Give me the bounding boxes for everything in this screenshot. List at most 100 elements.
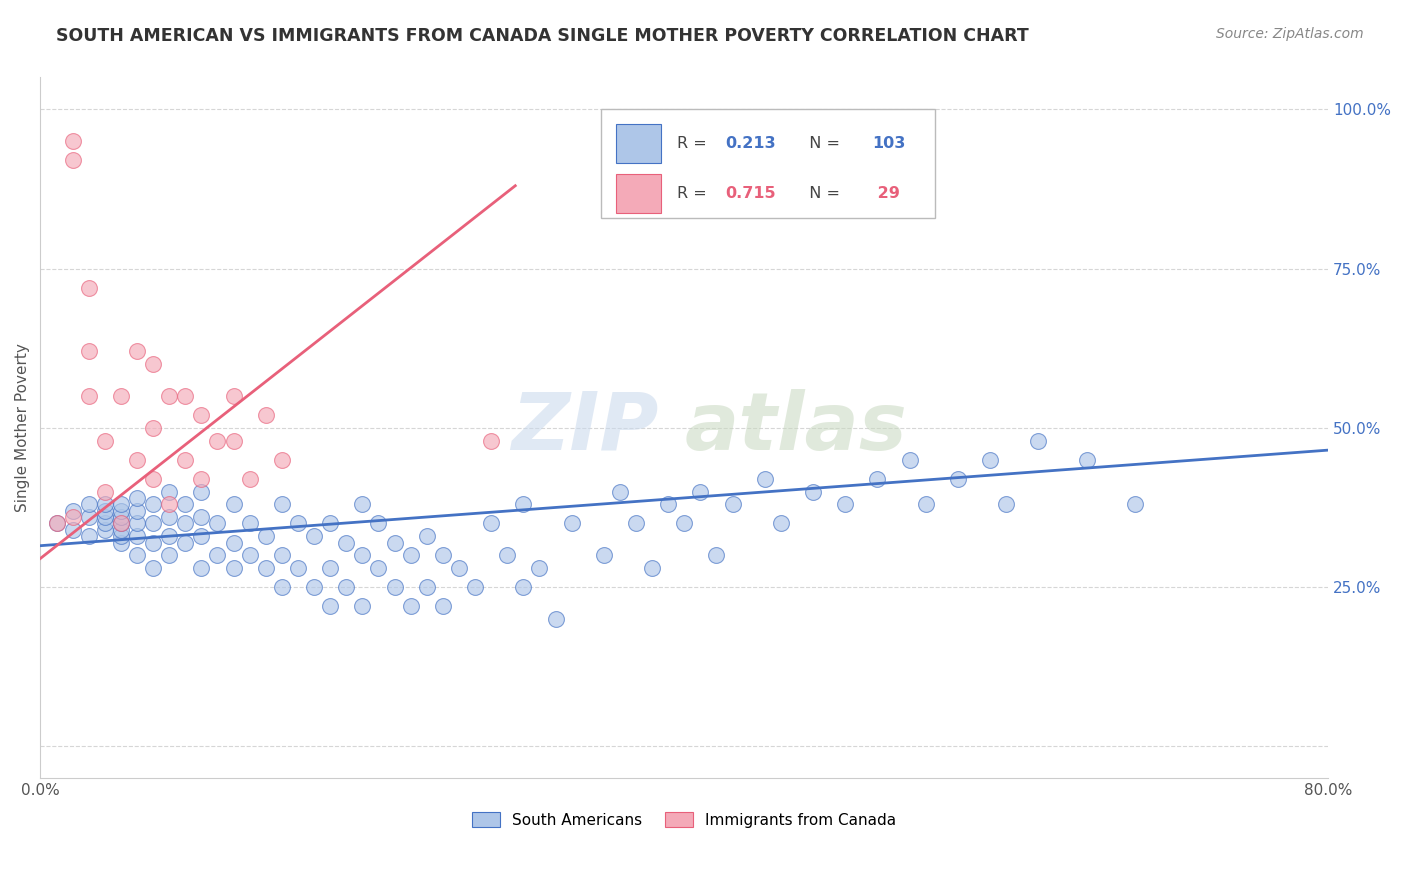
Point <box>287 516 309 531</box>
Point <box>110 510 132 524</box>
Point <box>77 497 100 511</box>
Y-axis label: Single Mother Poverty: Single Mother Poverty <box>15 343 30 512</box>
Point <box>222 389 245 403</box>
Point <box>207 434 229 448</box>
Point <box>94 510 117 524</box>
Point <box>287 561 309 575</box>
Text: 103: 103 <box>872 136 905 152</box>
Point <box>222 535 245 549</box>
Point <box>319 599 342 614</box>
Point <box>866 472 889 486</box>
Point <box>62 153 84 168</box>
Point <box>512 580 534 594</box>
Point <box>62 503 84 517</box>
Point <box>174 497 197 511</box>
Point <box>721 497 744 511</box>
Point <box>45 516 67 531</box>
Point <box>529 561 551 575</box>
Point <box>239 548 262 562</box>
Text: R =: R = <box>676 186 711 202</box>
Point <box>62 134 84 148</box>
Point <box>432 548 454 562</box>
Point <box>496 548 519 562</box>
Text: 29: 29 <box>872 186 900 202</box>
Point <box>110 503 132 517</box>
Point <box>335 535 357 549</box>
Point <box>592 548 614 562</box>
Text: SOUTH AMERICAN VS IMMIGRANTS FROM CANADA SINGLE MOTHER POVERTY CORRELATION CHART: SOUTH AMERICAN VS IMMIGRANTS FROM CANADA… <box>56 27 1029 45</box>
Point <box>416 580 439 594</box>
Point <box>270 452 292 467</box>
Point <box>94 434 117 448</box>
Point <box>142 535 165 549</box>
Point <box>125 503 148 517</box>
Point <box>207 548 229 562</box>
Point <box>77 389 100 403</box>
Point <box>673 516 696 531</box>
Point <box>125 548 148 562</box>
Point <box>207 516 229 531</box>
Text: N =: N = <box>799 136 845 152</box>
Point <box>190 472 212 486</box>
Text: ZIP: ZIP <box>512 389 658 467</box>
Point <box>222 497 245 511</box>
Point <box>94 484 117 499</box>
Point <box>157 389 180 403</box>
Point <box>110 523 132 537</box>
Point <box>979 452 1001 467</box>
Point <box>1123 497 1146 511</box>
Point <box>77 281 100 295</box>
Point <box>157 529 180 543</box>
Point <box>125 344 148 359</box>
Point <box>110 529 132 543</box>
Point <box>834 497 856 511</box>
Point <box>447 561 470 575</box>
Point <box>319 516 342 531</box>
Point <box>464 580 486 594</box>
Point <box>174 452 197 467</box>
Point <box>657 497 679 511</box>
Point <box>254 408 277 422</box>
Point <box>77 529 100 543</box>
Point <box>157 548 180 562</box>
Point <box>174 516 197 531</box>
Point <box>142 561 165 575</box>
Point <box>352 497 374 511</box>
Point <box>801 484 824 499</box>
Point <box>142 516 165 531</box>
Point <box>352 548 374 562</box>
Point <box>432 599 454 614</box>
Text: N =: N = <box>799 186 845 202</box>
Point <box>190 561 212 575</box>
Point <box>399 599 422 614</box>
Point <box>142 357 165 371</box>
Point <box>62 510 84 524</box>
Text: atlas: atlas <box>685 389 907 467</box>
Point <box>94 516 117 531</box>
Text: 0.213: 0.213 <box>725 136 776 152</box>
Point <box>77 344 100 359</box>
Text: Source: ZipAtlas.com: Source: ZipAtlas.com <box>1216 27 1364 41</box>
Point <box>222 561 245 575</box>
Point <box>1076 452 1098 467</box>
FancyBboxPatch shape <box>616 175 661 213</box>
Point <box>384 580 406 594</box>
Point <box>1028 434 1050 448</box>
Point <box>384 535 406 549</box>
Point <box>157 484 180 499</box>
FancyBboxPatch shape <box>616 125 661 163</box>
Point <box>319 561 342 575</box>
Point <box>110 516 132 531</box>
Point <box>142 421 165 435</box>
Point <box>561 516 583 531</box>
Point <box>995 497 1018 511</box>
Point <box>125 516 148 531</box>
Point <box>270 497 292 511</box>
Point <box>641 561 664 575</box>
Point <box>898 452 921 467</box>
Point <box>94 523 117 537</box>
Point <box>512 497 534 511</box>
Point <box>254 561 277 575</box>
Point <box>110 497 132 511</box>
Point <box>157 510 180 524</box>
